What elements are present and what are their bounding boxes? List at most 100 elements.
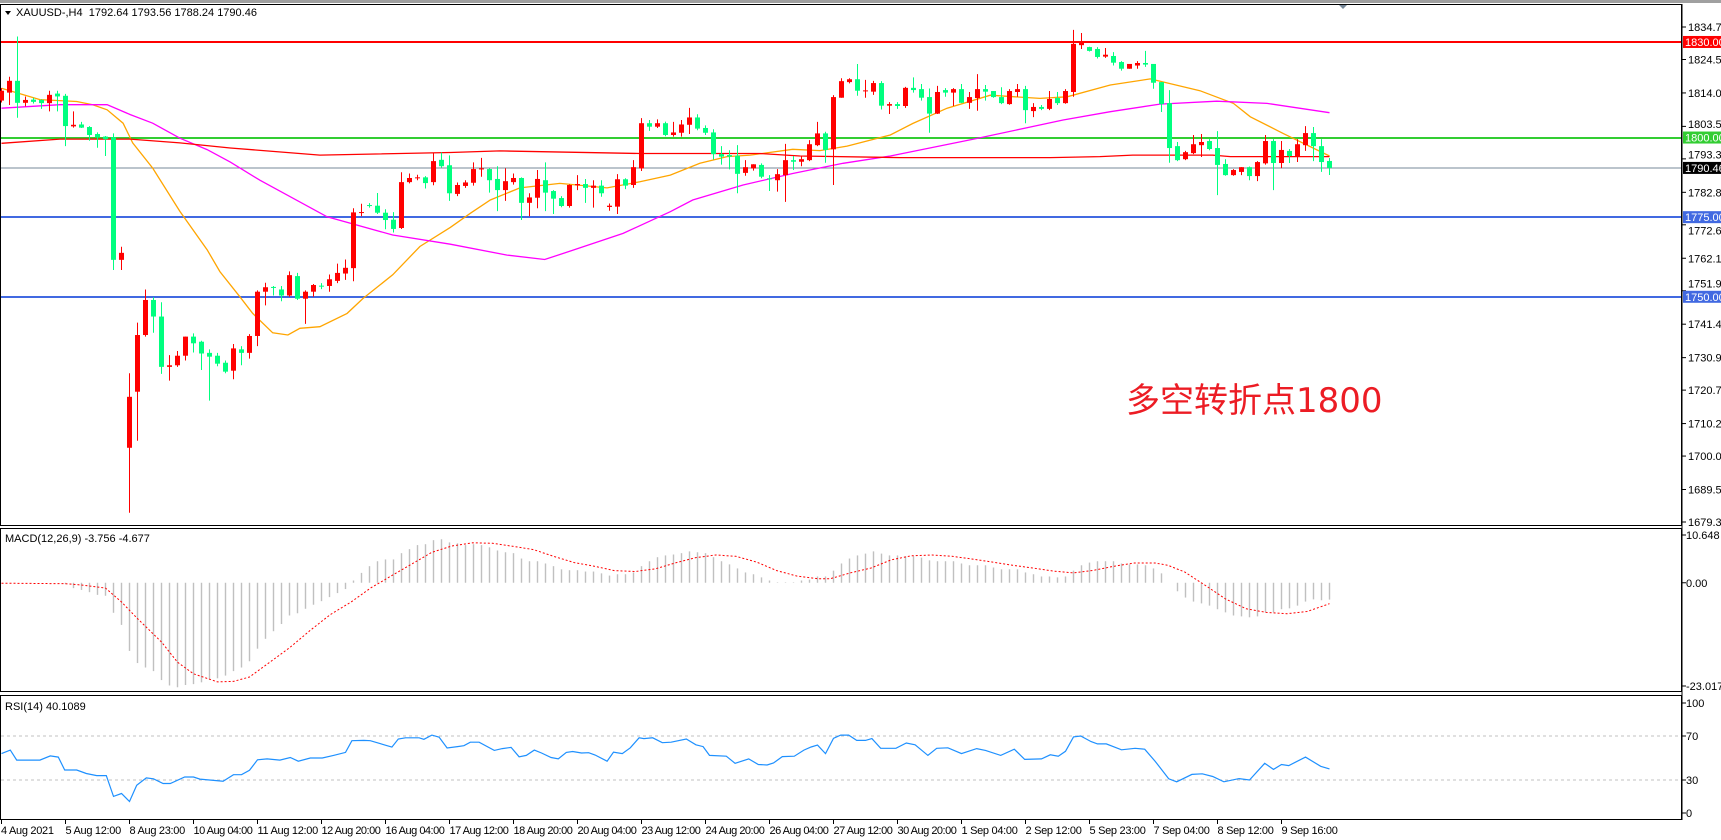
candle-body-bullish [407, 177, 412, 183]
time-tick-label: 18 Aug 20:00 [514, 825, 573, 837]
candle-body-bullish [431, 161, 436, 183]
candle-body-bullish [359, 212, 364, 214]
candle-body-bearish [295, 276, 300, 299]
candle-body-bearish [823, 133, 828, 150]
price-tag-pivot [1683, 131, 1721, 144]
candle-body-bullish [183, 336, 188, 356]
candle-body-bearish [1159, 82, 1164, 105]
macd-tick-label: -23.017 [1686, 681, 1721, 693]
time-tick-label: 5 Aug 12:00 [66, 825, 122, 837]
rsi-axis: 100 70 30 0 [1682, 698, 1704, 820]
price-axis[interactable]: 1834.70 1824.50 1814.00 1803.50 1793.30 1782.… [1681, 4, 1721, 820]
candle-body-bearish [647, 123, 652, 127]
candle-body-bearish [519, 177, 524, 203]
candle-body-bearish [367, 205, 372, 207]
rsi-label: RSI(14) 40.1089 [5, 701, 86, 713]
candle-body-bearish [15, 80, 20, 103]
candle-body-bullish [231, 348, 236, 371]
candle-body-bearish [543, 180, 548, 193]
candle-body-bullish [1239, 167, 1244, 172]
candle-body-bearish [495, 178, 500, 191]
candle-body-bearish [759, 164, 764, 177]
candle-body-bearish [1111, 55, 1116, 63]
candle-body-bearish [559, 198, 564, 207]
candle-body-bullish [1255, 162, 1260, 177]
candle-body-bearish [207, 352, 212, 357]
candle-body-bullish [247, 335, 252, 353]
time-tick-label: 2 Sep 12:00 [1026, 825, 1082, 837]
price-tag-current-price [1683, 161, 1721, 174]
macd-series [1, 539, 1331, 688]
candle-body-bullish [751, 164, 756, 169]
candle-body-bearish [239, 349, 244, 353]
candle-body-bearish [1055, 98, 1060, 104]
candle-body-bullish [1079, 41, 1084, 46]
rsi-panel[interactable] [0, 695, 1682, 820]
candle-body-bearish [927, 97, 932, 114]
scroll-marker-icon[interactable] [1339, 5, 1347, 9]
candle-body-bearish [1039, 106, 1044, 109]
macd-tick-label: 0.00 [1686, 578, 1707, 590]
candle-body-bullish [815, 133, 820, 146]
candle-body-bullish [143, 299, 148, 336]
candle-body-bearish [103, 136, 108, 140]
price-tag-label: 1790.46 [1685, 163, 1721, 175]
candle-body-bullish [263, 287, 268, 292]
candle-body-bullish [575, 184, 580, 186]
candle-body-bullish [1183, 152, 1188, 160]
candle-body-bearish [959, 89, 964, 103]
candle-body-bearish [879, 83, 884, 106]
candle-body-bullish [535, 178, 540, 198]
candle-body-bullish [567, 184, 572, 207]
candle-body-bearish [215, 355, 220, 364]
candle-body-bearish [31, 99, 36, 102]
candle-body-bullish [687, 117, 692, 125]
candle-body-bearish [623, 179, 628, 186]
candle-body-bearish [1167, 103, 1172, 149]
candle-body-bullish [863, 90, 868, 92]
candle-body-bearish [383, 212, 388, 221]
macd-panel[interactable] [0, 528, 1682, 692]
time-tick-label: 24 Aug 20:00 [706, 825, 765, 837]
candle-body-bearish [1311, 133, 1316, 147]
price-tick-label: 1720.70 [1688, 385, 1721, 397]
candle-body-bullish [503, 181, 508, 191]
candle-body-bearish [151, 299, 156, 317]
rsi-tick-label: 0 [1686, 808, 1692, 820]
candle-body-bullish [399, 182, 404, 228]
candle-body-bullish [951, 89, 956, 93]
candle-body-bullish [311, 285, 316, 292]
candle-body-bearish [711, 132, 716, 155]
candle-body-bullish [1063, 91, 1068, 104]
triangle-down-icon[interactable] [5, 11, 11, 15]
rsi-tick-label: 30 [1686, 775, 1698, 787]
candle-body-bearish [199, 341, 204, 354]
price-tick-label: 1689.50 [1688, 485, 1721, 497]
candle-body-bullish [799, 159, 804, 162]
candle-body-bearish [1087, 47, 1092, 51]
candle-body-bullish [807, 144, 812, 161]
time-axis[interactable]: 4 Aug 2021 5 Aug 12:00 8 Aug 23:00 10 Aug 0… [1, 820, 1338, 837]
candle-body-bearish [271, 286, 276, 288]
candle-body-bearish [447, 165, 452, 194]
candle-body-bearish [583, 184, 588, 188]
price-tick-label: 1741.40 [1688, 319, 1721, 331]
candle-body-bearish [735, 155, 740, 174]
time-tick-label: 17 Aug 12:00 [450, 825, 509, 837]
candle-body-bullish [343, 267, 348, 274]
candle-body-bearish [1247, 167, 1252, 177]
window-top-border [0, 0, 1721, 3]
time-tick-label: 20 Aug 04:00 [578, 825, 637, 837]
symbol-info-label: XAUUSD-,H4 1792.64 1793.56 1788.24 1790.… [16, 7, 257, 19]
price-tick-label: 1710.20 [1688, 419, 1721, 431]
candle-body-bearish [599, 185, 604, 194]
rsi-series [1, 734, 1681, 803]
candle-body-bullish [127, 396, 132, 448]
candle-body-bullish [303, 291, 308, 299]
candlesticks [0, 29, 1332, 513]
candle-body-bullish [175, 355, 180, 366]
price-tick-label: 1772.60 [1688, 226, 1721, 238]
candle-body-bullish [631, 167, 636, 185]
candle-body-bearish [279, 289, 284, 296]
